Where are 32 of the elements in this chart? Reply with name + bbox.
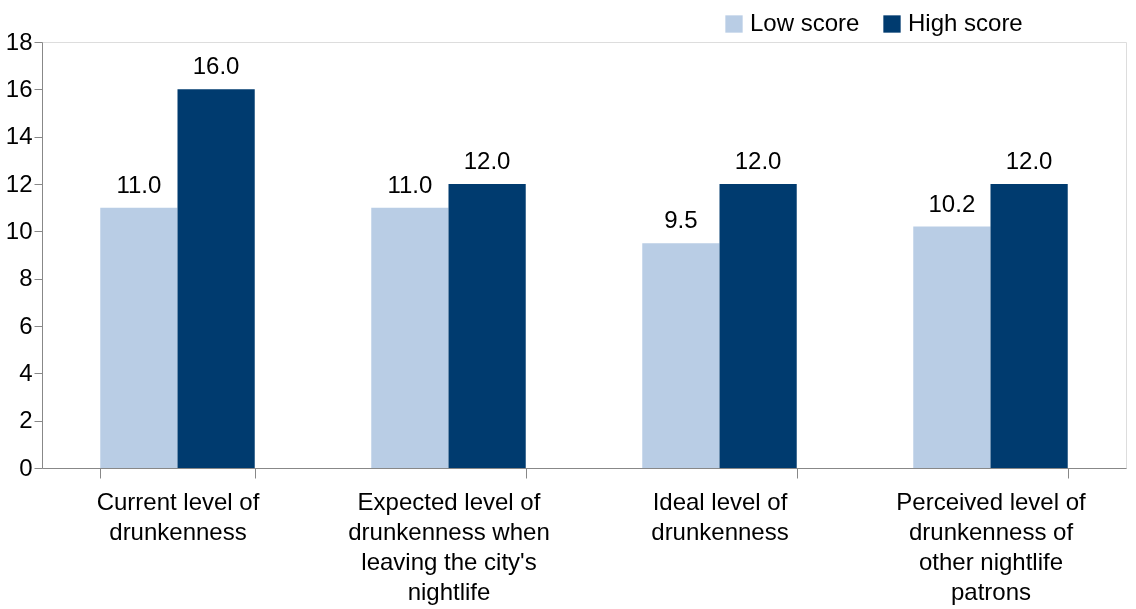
data-label: 12.0 <box>463 147 511 174</box>
y-tick-label: 14 <box>5 122 33 150</box>
bar <box>371 207 449 468</box>
bar <box>642 243 720 468</box>
bar <box>100 207 178 468</box>
legend-label: Low score <box>750 9 860 36</box>
x-tick-label: Current level of drunkenness <box>96 487 260 545</box>
bar <box>177 89 255 468</box>
x-tick-label: Perceived level of drunkenness of other nightlife patrons <box>896 487 1087 605</box>
data-label: 12.0 <box>734 147 782 174</box>
x-tick-label: Expected level of drunkenness when leaving the city's nightlife <box>348 487 550 605</box>
y-tick-label: 4 <box>19 358 33 386</box>
x-tick-label: Ideal level of drunkenness <box>651 487 789 545</box>
data-label: 11.0 <box>116 170 162 198</box>
data-label: 12.0 <box>1005 147 1053 174</box>
bar <box>990 184 1068 468</box>
data-label: 10.2 <box>928 189 976 217</box>
data-label: 11.0 <box>387 170 433 198</box>
y-tick-label: 16 <box>5 74 33 102</box>
data-label: 9.5 <box>664 206 698 234</box>
y-tick-label: 10 <box>5 216 33 244</box>
data-label: 16.0 <box>192 52 240 80</box>
bar <box>448 184 526 468</box>
legend-label: High score <box>908 9 1023 36</box>
bar <box>913 226 991 468</box>
y-tick-label: 0 <box>19 453 33 481</box>
bar <box>719 184 797 468</box>
y-tick-label: 12 <box>5 169 33 197</box>
y-tick-label: 8 <box>19 264 33 292</box>
y-tick-label: 6 <box>19 311 33 339</box>
y-tick-label: 2 <box>19 406 33 434</box>
y-tick-label: 18 <box>5 27 33 55</box>
